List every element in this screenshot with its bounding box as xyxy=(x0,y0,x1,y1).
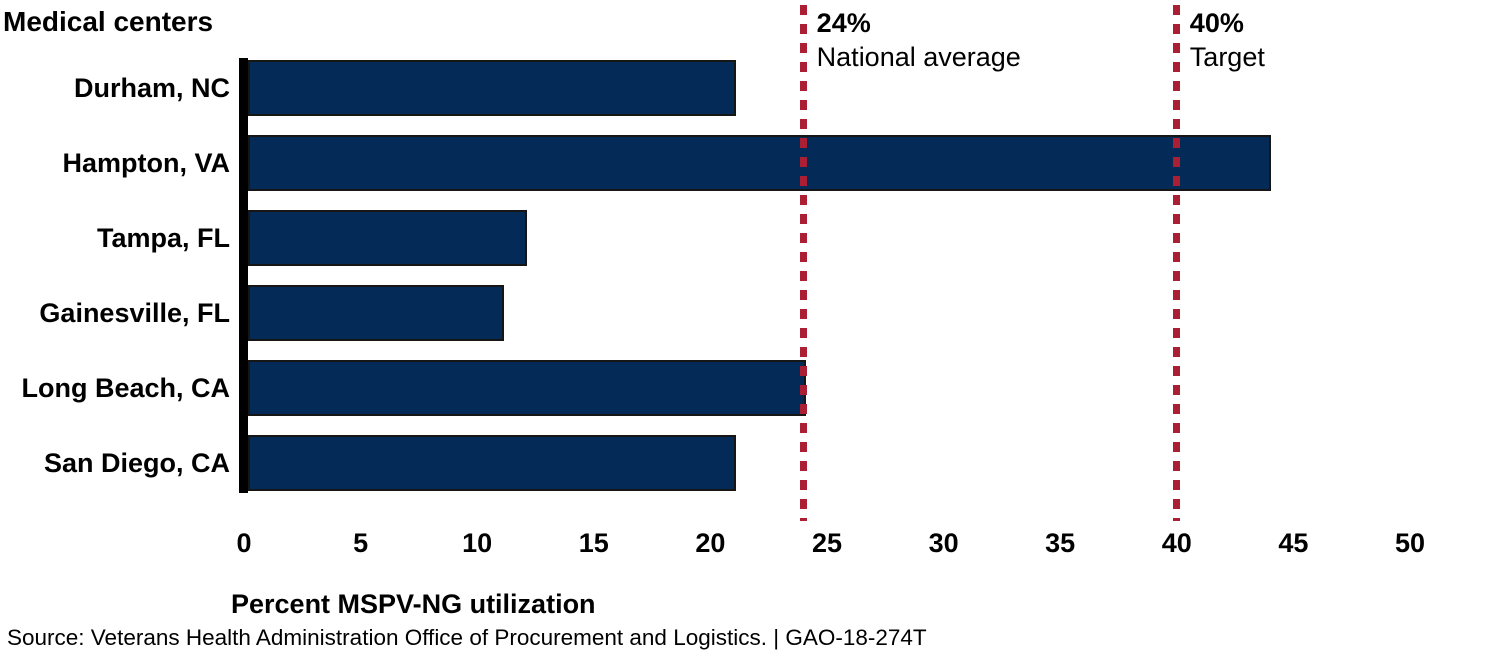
reference-caption-label: National average xyxy=(816,42,1021,72)
reference-value-label: 24% xyxy=(816,8,871,38)
x-tick-label: 10 xyxy=(462,528,493,558)
x-axis-label: Percent MSPV-NG utilization xyxy=(231,589,596,619)
x-tick-label: 40 xyxy=(1161,528,1192,558)
reference-line-annotation: 40% Target xyxy=(1190,6,1265,74)
category-label: San Diego, CA xyxy=(43,448,230,478)
x-tick-label: 45 xyxy=(1278,528,1309,558)
x-tick-label: 35 xyxy=(1045,528,1076,558)
y-axis-line xyxy=(239,58,248,493)
x-tick-label: 25 xyxy=(811,528,843,558)
bar xyxy=(248,60,736,116)
source-note: Source: Veterans Health Administration O… xyxy=(7,625,927,650)
category-label: Gainesville, FL xyxy=(39,298,230,328)
x-tick-label: 5 xyxy=(353,528,369,558)
chart-title: Medical centers xyxy=(3,6,214,37)
bar xyxy=(248,435,736,491)
category-label: Tampa, FL xyxy=(96,223,230,253)
bar xyxy=(248,360,806,416)
x-tick-label: 30 xyxy=(928,528,959,558)
reference-line xyxy=(800,5,808,521)
category-label: Hampton, VA xyxy=(62,148,231,178)
bar xyxy=(248,285,504,341)
x-tick-label: 50 xyxy=(1394,528,1426,558)
bar xyxy=(248,135,1271,191)
reference-line xyxy=(1173,5,1181,521)
x-tick-label: 20 xyxy=(695,528,726,558)
x-tick-label: 0 xyxy=(236,528,252,558)
reference-line-annotation: 24% National average xyxy=(817,6,1021,74)
reference-value-label: 40% xyxy=(1189,8,1244,38)
bar xyxy=(248,210,527,266)
x-tick-label: 15 xyxy=(578,528,609,558)
reference-caption-label: Target xyxy=(1189,42,1265,72)
category-label: Long Beach, CA xyxy=(21,373,230,403)
category-label: Durham, NC xyxy=(73,73,230,103)
